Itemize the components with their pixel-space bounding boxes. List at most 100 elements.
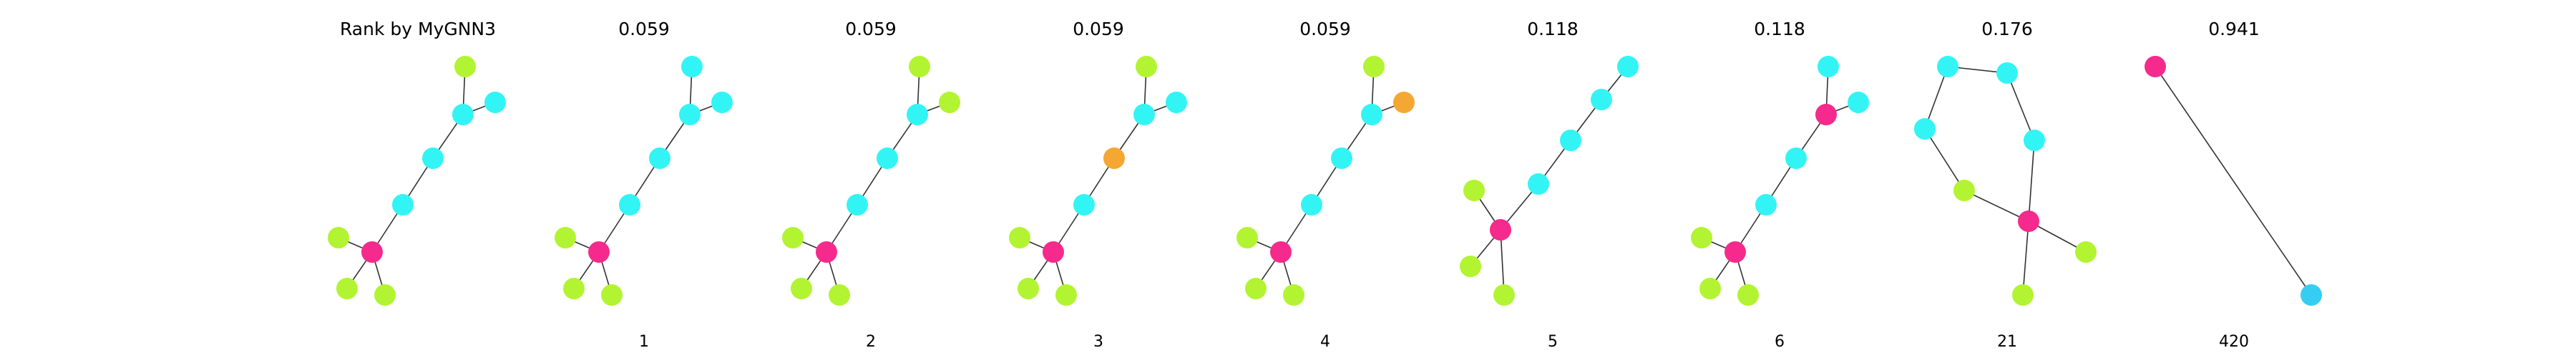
panel-score-3: 0.059 [1073, 19, 1124, 39]
graph-5-node-lime [1463, 180, 1485, 201]
panel-score-1: 0.059 [618, 19, 670, 39]
graph-5-node-magenta [1490, 219, 1511, 241]
graph-1-node-cyan [711, 92, 733, 113]
graph-5-node-cyan [1560, 130, 1581, 151]
graph-7-node-lime [2075, 241, 2097, 263]
graph-panel-0 [328, 56, 506, 306]
graph-0-node-cyan [392, 194, 414, 216]
graph-0-node-cyan [452, 104, 474, 125]
graph-2-node-cyan [907, 104, 928, 125]
graph-4-node-orange [1393, 92, 1415, 113]
graph-0-node-cyan [422, 147, 444, 169]
graph-6-node-cyan [1818, 56, 1839, 77]
graph-1-node-lime [601, 284, 623, 306]
graph-7-edge [2028, 221, 2087, 253]
graph-7-edge [1963, 190, 2029, 222]
graph-7-node-cyan [2024, 130, 2045, 151]
graph-0-node-lime [328, 227, 349, 248]
graph-panel-6 [1691, 56, 1869, 306]
graph-3-node-lime [1055, 284, 1077, 306]
graph-8-edge [2155, 66, 2312, 296]
graph-6-node-cyan [1848, 92, 1869, 113]
graph-panel-5 [1460, 56, 1639, 306]
graph-7-node-lime [2012, 284, 2034, 306]
graph-3-node-cyan [1073, 194, 1095, 216]
graph-5-node-cyan [1528, 173, 1549, 195]
graph-1-node-lime [555, 227, 576, 248]
graph-3-node-lime [1009, 227, 1030, 248]
graph-panel-7 [1914, 56, 2097, 306]
graph-panel-1 [555, 56, 733, 306]
graph-5-node-lime [1460, 256, 1481, 277]
graph-5-node-cyan [1591, 89, 1612, 110]
graph-panel-4 [1236, 56, 1415, 306]
graph-1-node-magenta [588, 241, 610, 263]
graph-6-node-cyan [1755, 194, 1777, 216]
graph-panel-8 [2145, 56, 2322, 306]
graph-7-edge [2028, 140, 2035, 222]
graph-0-node-lime [336, 278, 358, 299]
graph-5-node-lime [1493, 284, 1515, 306]
graph-3-node-lime [1136, 56, 1157, 77]
panel-rank-3: 3 [1093, 333, 1103, 351]
graph-2-node-lime [782, 227, 804, 248]
graph-7-node-cyan [1937, 56, 1958, 77]
graph-4-node-cyan [1361, 104, 1382, 125]
panel-rank-7: 21 [1997, 333, 2017, 351]
graph-2-node-cyan [877, 147, 898, 169]
graph-2-node-lime [939, 92, 960, 113]
panel-rank-1: 1 [639, 333, 649, 351]
graph-panel-3 [1009, 56, 1187, 306]
graph-7-node-cyan [1914, 118, 1936, 140]
graph-7-edge [2006, 72, 2035, 141]
graph-1-node-cyan [649, 147, 670, 169]
graph-7-node-cyan [1996, 62, 2018, 84]
graph-4-node-lime [1245, 278, 1267, 299]
graph-2-node-lime [791, 278, 812, 299]
graph-6-node-lime [1691, 227, 1712, 248]
graph-1-node-cyan [681, 56, 703, 77]
graph-6-node-magenta [1815, 104, 1837, 125]
graph-2-node-lime [909, 56, 930, 77]
panel-rank-8: 420 [2219, 333, 2249, 351]
graph-3-node-lime [1018, 278, 1039, 299]
graph-6-node-lime [1737, 284, 1759, 306]
panel-score-7: 0.176 [1981, 19, 2033, 39]
panel-rank-4: 4 [1320, 333, 1330, 351]
graph-7-node-lime [1953, 180, 1975, 201]
graph-2-node-magenta [816, 241, 837, 263]
graph-3-node-orange [1103, 147, 1125, 169]
graph-4-node-lime [1236, 227, 1258, 248]
graph-7-edge [1924, 128, 1965, 191]
panel-score-4: 0.059 [1299, 19, 1351, 39]
graph-4-node-cyan [1331, 147, 1352, 169]
graph-0-node-magenta [361, 241, 383, 263]
figure-title: Rank by MyGNN3 [339, 19, 497, 39]
graph-4-node-lime [1363, 56, 1385, 77]
graph-7-edge [2022, 221, 2029, 296]
graph-6-node-lime [1699, 278, 1721, 299]
graph-1-node-cyan [619, 194, 640, 216]
graph-2-node-cyan [847, 194, 868, 216]
graph-6-node-cyan [1785, 147, 1807, 169]
graph-7-node-magenta [2018, 211, 2039, 232]
panel-score-5: 0.118 [1527, 19, 1579, 39]
graph-5-edge [1500, 229, 1505, 296]
panel-score-2: 0.059 [845, 19, 897, 39]
graph-0-node-lime [374, 284, 396, 306]
graph-7-edge [1924, 66, 1948, 130]
panel-rank-6: 6 [1775, 333, 1785, 351]
graph-8-node-blue [2301, 284, 2322, 306]
graph-4-node-cyan [1301, 194, 1322, 216]
graph-8-node-magenta [2145, 56, 2166, 77]
graph-4-node-magenta [1270, 241, 1292, 263]
graph-1-node-cyan [679, 104, 701, 125]
graph-0-node-cyan [484, 92, 506, 113]
graph-5-node-cyan [1617, 56, 1639, 77]
panel-score-8: 0.941 [2208, 19, 2260, 39]
panel-rank-2: 2 [866, 333, 876, 351]
graph-1-node-lime [563, 278, 585, 299]
graph-6-node-magenta [1724, 241, 1746, 263]
